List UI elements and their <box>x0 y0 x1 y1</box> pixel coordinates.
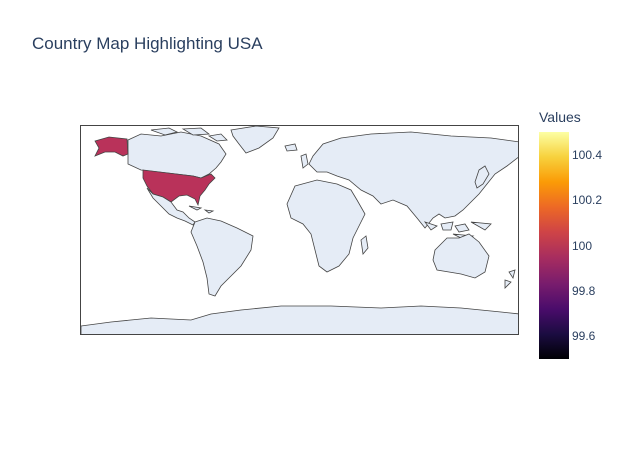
caribbean-shape <box>188 205 215 214</box>
colorbar-tick-label: 100.4 <box>572 148 603 162</box>
colorbar <box>539 132 569 359</box>
alaska-shape <box>94 136 129 157</box>
africa-shape <box>286 179 366 273</box>
colorbar-tick-label: 99.8 <box>572 284 596 298</box>
colorbar-tick-label: 100.2 <box>572 193 603 207</box>
south-america-shape <box>190 217 254 297</box>
colorbar-title: Values <box>539 109 581 125</box>
world-map[interactable] <box>80 125 519 335</box>
iceland-shape <box>284 143 298 152</box>
eurasia-shape <box>308 131 518 229</box>
uk-shape <box>300 153 309 169</box>
australia-shape <box>432 233 490 279</box>
colorbar-tick-label: 100 <box>572 239 593 253</box>
colorbar-tick-label: 99.6 <box>572 329 596 343</box>
indonesia-shape <box>423 221 492 241</box>
madagascar-shape <box>360 235 369 255</box>
map-title: Country Map Highlighting USA <box>32 34 263 53</box>
antarctica-shape <box>81 305 518 334</box>
greenland-shape <box>230 126 280 154</box>
arctic-islands-shape <box>150 127 228 142</box>
world-map-svg <box>81 126 518 334</box>
japan-shape <box>474 165 490 189</box>
new-zealand-shape <box>504 269 516 289</box>
